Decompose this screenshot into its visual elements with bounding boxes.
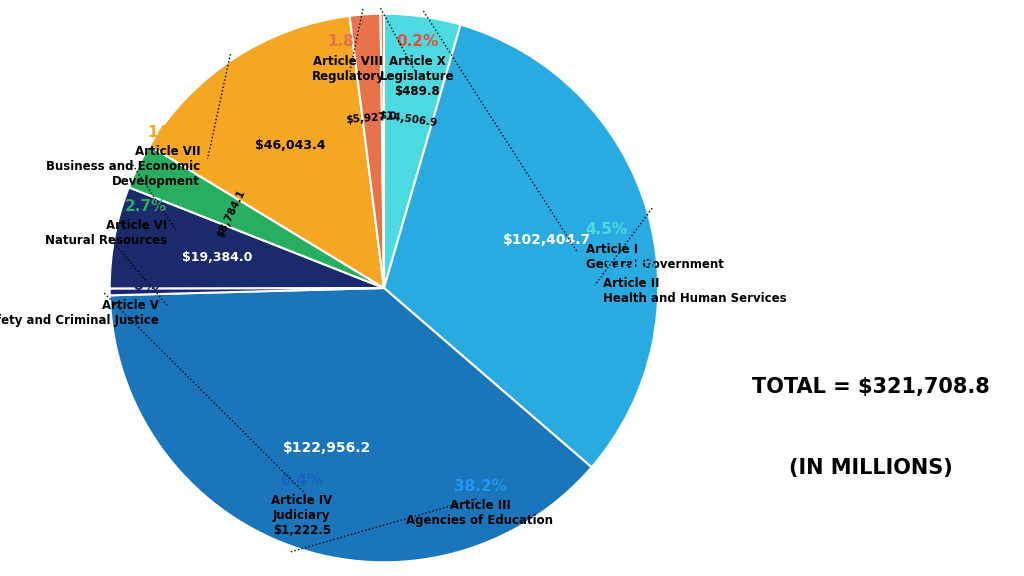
- Text: Article X
Legislature
$489.8: Article X Legislature $489.8: [380, 55, 455, 98]
- Text: Article I
General Government: Article I General Government: [586, 242, 724, 271]
- Wedge shape: [384, 25, 658, 467]
- Text: Article VII
Business and Economic
Development: Article VII Business and Economic Develo…: [46, 145, 201, 188]
- Text: Article VIII
Regulatory: Article VIII Regulatory: [312, 55, 385, 83]
- Text: $122,956.2: $122,956.2: [284, 441, 372, 456]
- Text: 1.8%: 1.8%: [328, 35, 370, 50]
- Text: 0.2%: 0.2%: [396, 35, 438, 50]
- Text: $14,506.9: $14,506.9: [378, 111, 437, 128]
- Wedge shape: [349, 14, 384, 288]
- Text: 38.2%: 38.2%: [454, 479, 507, 494]
- Wedge shape: [129, 146, 384, 288]
- Text: $19,384.0: $19,384.0: [181, 251, 252, 264]
- Text: 0.4%: 0.4%: [281, 473, 323, 488]
- Text: 31.8%: 31.8%: [603, 256, 656, 271]
- Wedge shape: [384, 14, 461, 288]
- Text: 14.3%: 14.3%: [147, 125, 201, 140]
- Text: (IN MILLIONS): (IN MILLIONS): [788, 458, 952, 478]
- Text: Article IV
Judiciary
$1,222.5: Article IV Judiciary $1,222.5: [271, 494, 333, 537]
- Text: Article V
Public Safety and Criminal Justice: Article V Public Safety and Criminal Jus…: [0, 299, 159, 327]
- Wedge shape: [110, 187, 384, 289]
- Text: $5,927.0: $5,927.0: [345, 112, 397, 126]
- Text: $102,404.7: $102,404.7: [503, 233, 591, 247]
- Text: $8,784.1: $8,784.1: [215, 188, 247, 238]
- Wedge shape: [381, 14, 384, 288]
- Text: $46,043.4: $46,043.4: [255, 139, 326, 153]
- Text: Article II
Health and Human Services: Article II Health and Human Services: [603, 277, 787, 305]
- Wedge shape: [150, 16, 384, 288]
- Text: TOTAL = $321,708.8: TOTAL = $321,708.8: [752, 377, 989, 397]
- Text: Article VI
Natural Resources: Article VI Natural Resources: [45, 219, 167, 248]
- Text: 2.7%: 2.7%: [125, 199, 167, 214]
- Wedge shape: [110, 288, 592, 562]
- Wedge shape: [110, 288, 384, 295]
- Text: 4.5%: 4.5%: [586, 222, 628, 237]
- Text: Article III
Agencies of Education: Article III Agencies of Education: [407, 499, 554, 527]
- Text: 6%: 6%: [133, 278, 159, 294]
